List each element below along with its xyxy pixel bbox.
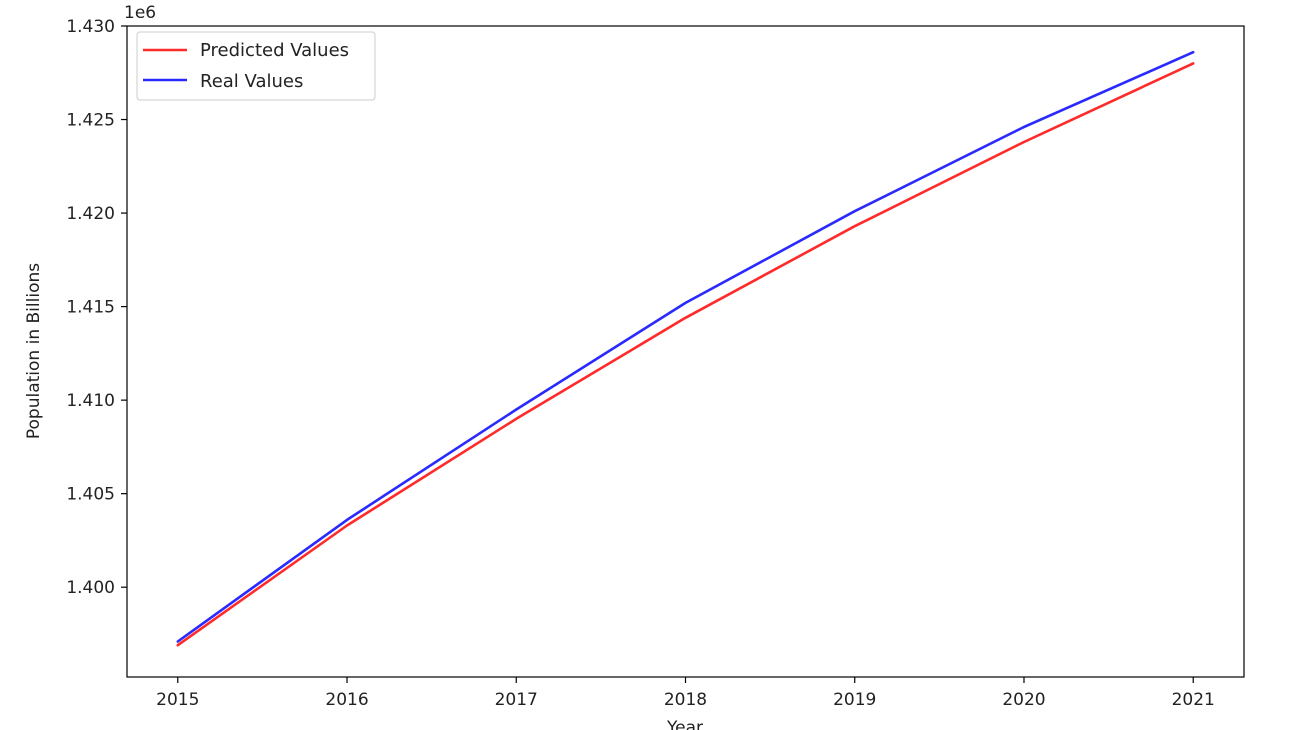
x-tick-label: 2017	[495, 690, 538, 710]
x-axis: 2015 2016 2017 2018 2019 2020 2021	[156, 677, 1215, 710]
y-tick-label: 1.420	[66, 204, 115, 224]
y-tick-label: 1.400	[66, 578, 115, 598]
x-tick-label: 2018	[664, 690, 707, 710]
y-offset-label: 1e6	[124, 3, 156, 23]
y-tick-label: 1.415	[66, 298, 115, 318]
x-tick-label: 2015	[156, 690, 199, 710]
y-axis: 1.400 1.405 1.410 1.415 1.420 1.425 1.430	[66, 17, 127, 598]
series-layer	[176, 50, 1195, 647]
x-tick-label: 2016	[325, 690, 368, 710]
y-tick-label: 1.425	[66, 111, 115, 131]
legend-label-real: Real Values	[200, 71, 303, 92]
x-tick-label: 2021	[1172, 690, 1215, 710]
y-tick-label: 1.410	[66, 391, 115, 411]
series-line-real	[176, 50, 1195, 643]
series-line-predicted	[176, 62, 1195, 647]
x-axis-label: Year	[666, 718, 703, 730]
legend-frame	[136, 31, 376, 101]
y-axis-label: Population in Billions	[24, 263, 44, 439]
legend-label-predicted: Predicted Values	[200, 40, 349, 61]
y-tick-label: 1.405	[66, 485, 115, 505]
legend: Predicted Values Real Values	[136, 31, 376, 101]
x-tick-label: 2019	[833, 690, 876, 710]
x-tick-label: 2020	[1002, 690, 1045, 710]
y-tick-label: 1.430	[66, 17, 115, 37]
plot-frame	[126, 25, 1245, 678]
